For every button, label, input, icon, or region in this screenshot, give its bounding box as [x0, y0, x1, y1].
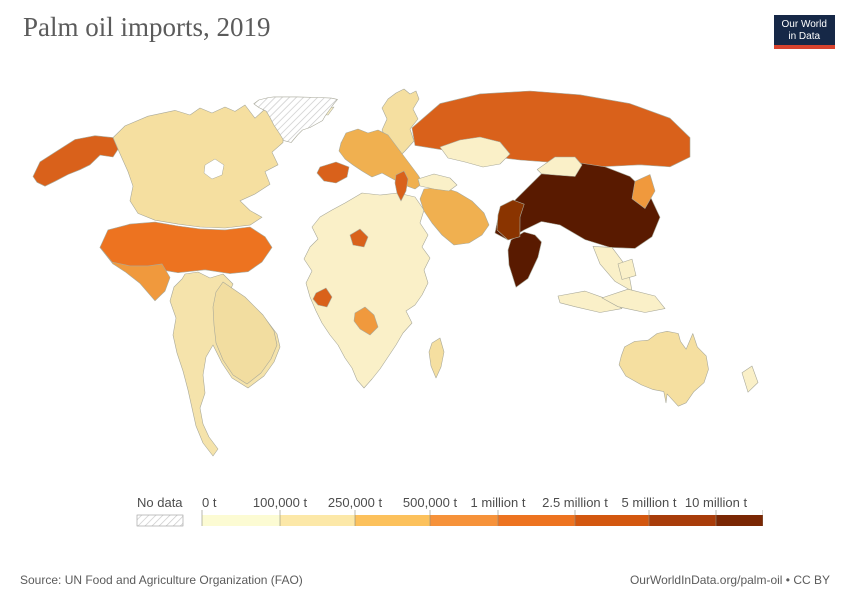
svg-text:5 million t: 5 million t [622, 495, 677, 510]
svg-text:100,000 t: 100,000 t [253, 495, 308, 510]
svg-text:10 million t: 10 million t [685, 495, 748, 510]
svg-text:1 million t: 1 million t [471, 495, 526, 510]
svg-text:500,000 t: 500,000 t [403, 495, 458, 510]
svg-text:0 t: 0 t [202, 495, 217, 510]
svg-text:2.5 million t: 2.5 million t [542, 495, 608, 510]
svg-text:250,000 t: 250,000 t [328, 495, 383, 510]
svg-text:No data: No data [137, 495, 183, 510]
